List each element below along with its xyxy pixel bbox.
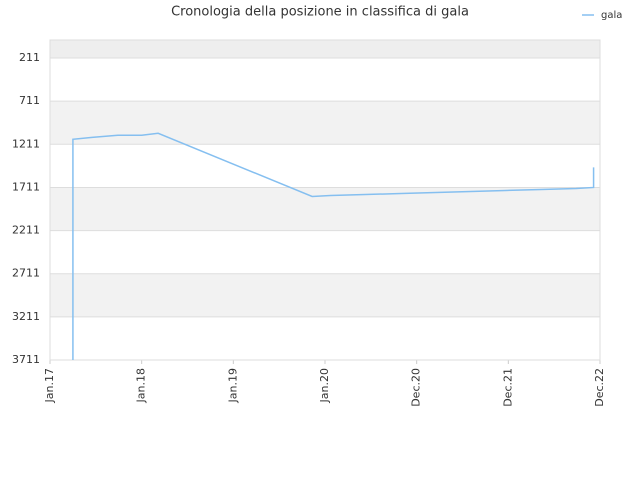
y-tick-label: 2711 xyxy=(12,267,40,280)
x-tick-label: Dec.20 xyxy=(410,368,423,407)
x-tick-label: Jan.19 xyxy=(226,368,239,403)
y-tick-label: 711 xyxy=(19,94,40,107)
y-tick-label: 1711 xyxy=(12,180,40,193)
x-tick-label: Jan.18 xyxy=(135,368,148,403)
chart-title: Cronologia della posizione in classifica… xyxy=(171,5,469,20)
x-tick-label: Jan.20 xyxy=(318,368,331,403)
plot-border xyxy=(49,39,601,361)
grid-band xyxy=(50,40,600,59)
y-tick-label: 3711 xyxy=(12,353,40,366)
y-tick-label: 2211 xyxy=(12,224,40,237)
x-tick-label: Dec.22 xyxy=(593,368,606,407)
series-line xyxy=(72,132,595,360)
grid-band xyxy=(50,187,600,231)
grid-band xyxy=(50,273,600,317)
y-tick-label: 1211 xyxy=(12,137,40,150)
y-tick-label: 211 xyxy=(19,51,40,64)
y-tick-label: 3211 xyxy=(12,310,40,323)
x-tick-label: Jan.17 xyxy=(43,368,56,403)
legend-label: gala xyxy=(601,10,622,21)
x-tick-label: Dec.21 xyxy=(501,368,514,407)
grid-band xyxy=(50,101,600,145)
